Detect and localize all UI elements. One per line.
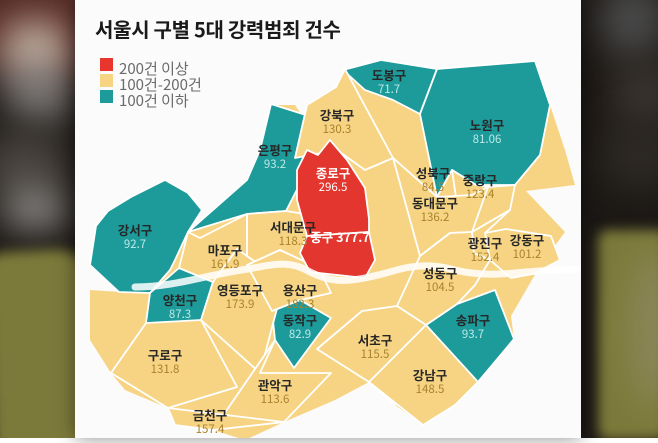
svg-text:82.9: 82.9 bbox=[289, 326, 311, 342]
svg-text:136.2: 136.2 bbox=[421, 209, 450, 225]
svg-text:92.7: 92.7 bbox=[124, 236, 146, 252]
svg-text:71.7: 71.7 bbox=[378, 81, 400, 97]
svg-text:118.3: 118.3 bbox=[279, 233, 308, 249]
svg-text:152.4: 152.4 bbox=[471, 249, 500, 265]
svg-text:115.5: 115.5 bbox=[361, 346, 390, 362]
svg-text:중구 377.7: 중구 377.7 bbox=[310, 227, 369, 246]
svg-text:93.7: 93.7 bbox=[462, 326, 484, 342]
svg-text:131.8: 131.8 bbox=[151, 361, 180, 377]
svg-text:161.9: 161.9 bbox=[211, 256, 240, 272]
svg-text:101.2: 101.2 bbox=[513, 246, 542, 262]
svg-text:87.3: 87.3 bbox=[169, 306, 191, 322]
svg-text:93.2: 93.2 bbox=[264, 156, 286, 172]
svg-text:130.3: 130.3 bbox=[323, 121, 352, 137]
svg-text:104.5: 104.5 bbox=[426, 279, 455, 295]
svg-text:123.4: 123.4 bbox=[466, 186, 495, 202]
svg-text:157.4: 157.4 bbox=[196, 421, 225, 437]
svg-text:113.6: 113.6 bbox=[261, 391, 290, 407]
svg-text:296.5: 296.5 bbox=[319, 179, 348, 195]
svg-text:173.9: 173.9 bbox=[226, 296, 255, 312]
svg-text:81.06: 81.06 bbox=[473, 131, 502, 147]
svg-text:148.5: 148.5 bbox=[416, 381, 445, 397]
svg-text:182.3: 182.3 bbox=[286, 296, 315, 312]
